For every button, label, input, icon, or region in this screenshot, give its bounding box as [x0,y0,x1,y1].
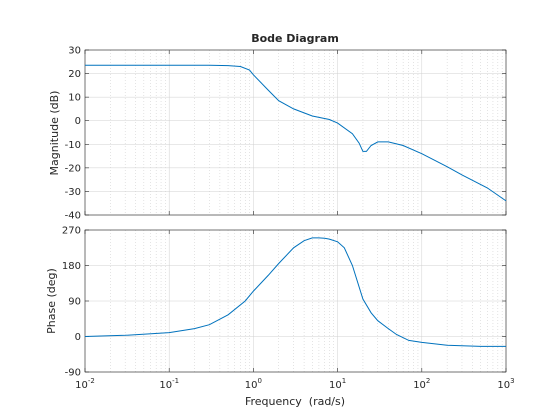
magnitude-ylabel: Magnitude (dB) [48,91,61,176]
magnitude-axes: 30 20 10 0 -10 -20 -30 -40 [65,46,507,222]
axes-border [84,49,507,216]
x-tick-label: 102 [413,377,430,391]
x-tick-label: 10-2 [75,377,95,391]
phase-line [84,237,506,347]
y-tick-label: 0 [75,332,81,343]
y-tick-label: 270 [62,226,81,237]
x-tick-label: 101 [329,377,346,391]
axes-border [84,229,507,373]
x-axis-label: Frequency (rad/s) [245,395,345,408]
x-tick-label: 100 [245,377,262,391]
plot-area [85,50,506,215]
chart-title: Bode Diagram [251,32,339,45]
y-tick-label: -40 [65,211,81,222]
y-tick-label: 0 [75,116,81,127]
y-tick-label: 10 [68,93,81,104]
phase-ylabel: Phase (deg) [45,268,58,334]
magnitude-line [85,64,507,202]
y-tick-label: 180 [62,261,81,272]
y-tick-label: -30 [65,187,81,198]
y-tick-label: -10 [65,140,81,151]
y-tick-label: -20 [65,163,81,174]
y-tick-label: 20 [68,69,81,80]
y-tick-label: -90 [65,368,81,379]
x-tick-label: 10-1 [159,377,179,391]
y-tick-label: 30 [68,46,81,57]
y-tick-label: 90 [68,297,81,308]
x-tick-label: 103 [497,377,514,391]
